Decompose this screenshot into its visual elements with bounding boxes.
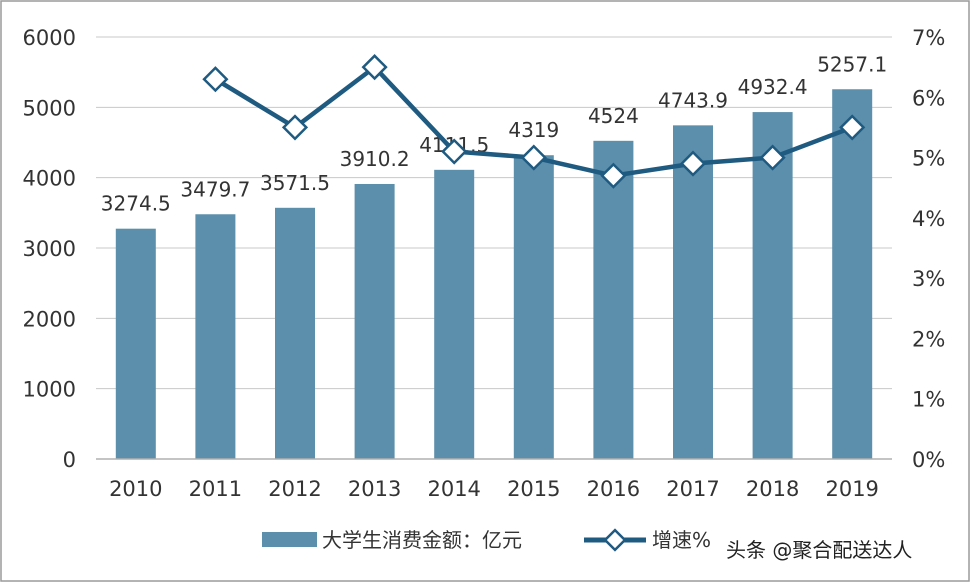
y-left-tick-label: 3000 — [23, 237, 76, 261]
bar-value-label: 3571.5 — [260, 171, 330, 195]
bar-value-label: 4319 — [508, 118, 559, 142]
growth-marker — [361, 54, 388, 81]
x-tick-label: 2016 — [587, 477, 640, 501]
x-tick-label: 2019 — [825, 477, 878, 501]
y-left-tick-label: 6000 — [23, 26, 76, 50]
legend-bar-label: 大学生消费金额：亿元 — [322, 528, 522, 552]
x-tick-label: 2010 — [109, 477, 162, 501]
x-tick-label: 2013 — [348, 477, 401, 501]
y-right-tick-label: 1% — [912, 388, 945, 412]
growth-marker — [520, 144, 547, 171]
growth-marker — [679, 150, 707, 177]
growth-marker — [600, 162, 627, 189]
growth-marker — [441, 138, 468, 165]
y-left-tick-label: 5000 — [23, 96, 76, 120]
y-right-tick-label: 2% — [912, 327, 945, 351]
x-tick-label: 2014 — [427, 477, 480, 501]
y-left-tick-label: 1000 — [23, 378, 76, 402]
bar — [275, 207, 315, 459]
x-tick-label: 2011 — [189, 477, 242, 501]
x-tick-label: 2017 — [666, 477, 719, 501]
bar-value-label: 5257.1 — [817, 52, 887, 76]
axes: 0 1000 2000 3000 4000 5000 6000 0% 1% 2% 3% 4% 5% 6% 7… — [23, 26, 946, 501]
legend-bar-swatch — [262, 532, 317, 547]
x-tick-label: 2018 — [746, 477, 799, 501]
y-left-tick-label: 4000 — [23, 167, 76, 191]
y-left-tick-label: 0 — [63, 448, 76, 472]
bar — [593, 140, 634, 459]
legend: 大学生消费金额：亿元 增速% — [262, 528, 711, 552]
bar — [195, 214, 236, 459]
bar — [354, 183, 395, 459]
bar-value-label: 3274.5 — [101, 192, 171, 216]
bar — [832, 89, 873, 459]
growth-marker — [839, 114, 866, 141]
bar-value-label: 4524 — [588, 104, 639, 128]
bar-series — [115, 89, 873, 460]
bar-value-label: 4932.4 — [738, 75, 808, 99]
y-right-tick-label: 0% — [912, 448, 945, 472]
x-tick-label: 2015 — [507, 477, 560, 501]
y-right-tick-label: 6% — [912, 86, 945, 110]
bar-value-label: 3479.7 — [180, 177, 250, 201]
bar — [513, 155, 554, 459]
y-right-tick-label: 7% — [912, 26, 945, 50]
y-left-tick-label: 2000 — [23, 307, 76, 331]
legend-line-label: 增速% — [652, 528, 711, 552]
x-tick-label: 2012 — [268, 477, 321, 501]
y-right-tick-label: 3% — [912, 267, 945, 291]
growth-line-series — [202, 54, 866, 189]
y-right-tick-label: 5% — [912, 147, 945, 171]
y-right-tick-label: 4% — [912, 207, 945, 231]
bar — [673, 125, 713, 459]
bar-value-label: 4743.9 — [658, 88, 728, 112]
watermark: 头条 @聚合配送达人 — [726, 538, 912, 562]
bar — [115, 228, 156, 459]
bar — [434, 169, 475, 459]
legend-marker-icon — [603, 528, 627, 552]
growth-marker — [759, 144, 786, 171]
bar-value-label: 3910.2 — [340, 147, 410, 171]
growth-marker — [202, 66, 229, 93]
growth-marker — [281, 114, 309, 141]
